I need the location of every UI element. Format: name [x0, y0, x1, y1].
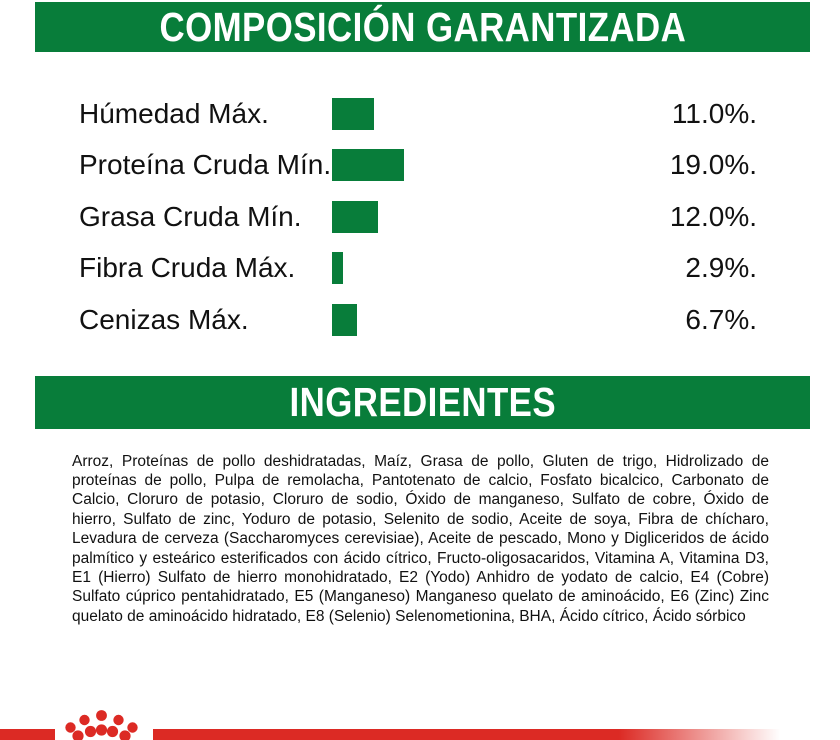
- nutrient-label: Proteína Cruda Mín.: [79, 148, 332, 180]
- brand-bar-right-segment: [153, 729, 800, 740]
- chart-row: Grasa Cruda Mín. 12.0%.: [0, 191, 840, 242]
- nutrient-bar: [332, 303, 357, 336]
- nutrient-value: 12.0%.: [669, 200, 757, 232]
- ingredients-text: Arroz, Proteínas de pollo deshidratadas,…: [72, 452, 769, 625]
- chart-row: Proteína Cruda Mín. 19.0%.: [0, 139, 840, 190]
- nutrient-label: Fibra Cruda Máx.: [79, 251, 296, 283]
- nutrient-value: 19.0%.: [669, 148, 757, 180]
- nutrient-bar: [332, 200, 378, 233]
- nutrient-bar: [332, 97, 374, 130]
- chart-row: Fibra Cruda Máx. 2.9%.: [0, 242, 840, 293]
- nutrient-value: 6.7%.: [685, 303, 757, 335]
- nutrient-label: Grasa Cruda Mín.: [79, 200, 302, 232]
- nutrient-bar: [332, 251, 343, 284]
- composition-header-bar: COMPOSICIÓN GARANTIZADA: [35, 2, 810, 52]
- ingredients-header-bar: INGREDIENTES: [35, 376, 810, 429]
- royal-canin-crown-icon: [65, 710, 138, 740]
- composition-title: COMPOSICIÓN GARANTIZADA: [159, 3, 686, 50]
- nutrient-bar: [332, 148, 404, 181]
- nutrient-value: 2.9%.: [685, 251, 757, 283]
- chart-row: Cenizas Máx. 6.7%.: [0, 294, 840, 345]
- nutrient-label: Húmedad Máx.: [79, 97, 269, 129]
- brand-bar-left-segment: [0, 729, 55, 740]
- chart-row: Húmedad Máx. 11.0%.: [0, 88, 840, 139]
- nutrient-label: Cenizas Máx.: [79, 303, 249, 335]
- ingredients-title: INGREDIENTES: [289, 379, 556, 425]
- nutrient-value: 11.0%.: [671, 97, 757, 129]
